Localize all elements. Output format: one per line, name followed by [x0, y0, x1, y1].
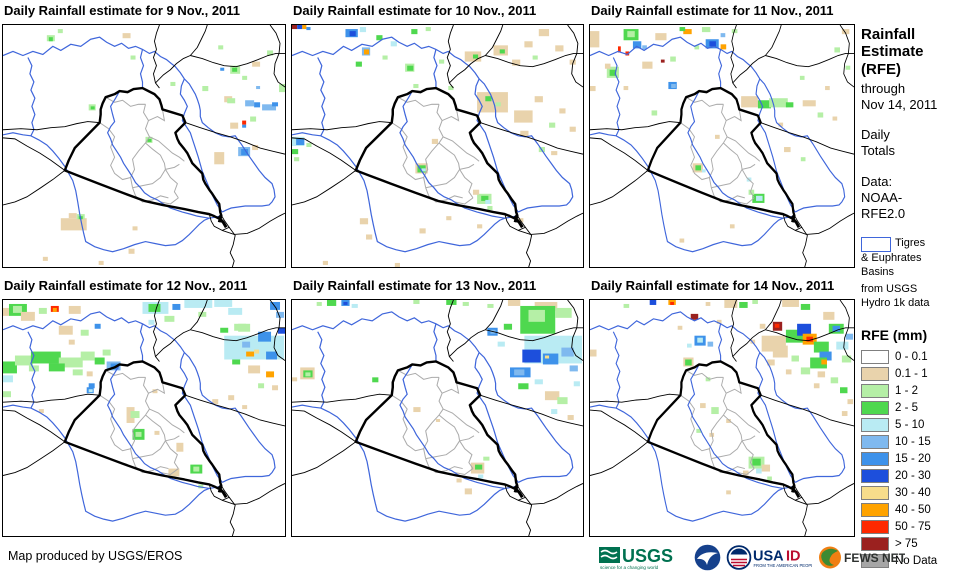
legend-row: > 75	[861, 536, 965, 553]
sidebar: Rainfall Estimate (RFE) through Nov 14, …	[861, 26, 965, 570]
map-canvas-2	[292, 25, 583, 267]
map-panel-3: Daily Rainfall estimate for 11 Nov., 201…	[589, 3, 855, 268]
usgs-logo-tagline: science for a changing world	[600, 565, 659, 570]
map-title: Daily Rainfall estimate for 10 Nov., 201…	[293, 3, 537, 18]
usaid-logo-text-usa: USA	[753, 548, 784, 564]
map-canvas-3	[590, 25, 854, 267]
sidebar-title: Rainfall Estimate (RFE)	[861, 26, 924, 78]
legend-swatch-icon	[861, 435, 889, 450]
map-canvas	[291, 299, 584, 537]
basin-source: from USGS Hydro 1k data	[861, 283, 930, 310]
legend-swatch-icon	[861, 537, 889, 552]
legend-label: 10 - 15	[895, 436, 931, 449]
basin-legend: Tigres & Euphrates Basins from USGS Hydr…	[861, 236, 965, 311]
legend-row: 0.1 - 1	[861, 366, 965, 383]
legend-row: 30 - 40	[861, 485, 965, 502]
map-credit: Map produced by USGS/EROS	[8, 549, 183, 563]
rfe-legend-title: RFE (mm)	[861, 326, 928, 343]
legend-swatch-icon	[861, 503, 889, 518]
legend-label: 2 - 5	[895, 402, 919, 415]
noaa-logo-icon	[694, 544, 721, 570]
footer-logos: USGS science for a changing world USA ID…	[599, 542, 905, 572]
rfe-legend: RFE (mm) 0 - 0.1 0.1 - 1 1 - 2 2 - 5 5 - 10 1…	[861, 327, 965, 570]
map-canvas	[2, 24, 286, 268]
legend-label: 20 - 30	[895, 470, 931, 483]
legend-label: 0.1 - 1	[895, 368, 928, 381]
basin-label-rest: & Euphrates Basins	[861, 251, 922, 278]
legend-swatch-icon	[861, 384, 889, 399]
legend-row: 50 - 75	[861, 519, 965, 536]
fewsnet-logo-text: FEWS NET	[844, 551, 905, 565]
fewsnet-logo-icon: FEWS NET	[819, 546, 905, 568]
map-title: Daily Rainfall estimate for 14 Nov., 201…	[591, 278, 835, 293]
legend-label: No Data	[895, 555, 938, 568]
basin-label: Tigres	[895, 237, 926, 250]
legend-label: 5 - 10	[895, 419, 925, 432]
legend-row: 1 - 2	[861, 383, 965, 400]
usaid-logo-tagline: FROM THE AMERICAN PEOPLE	[754, 563, 813, 568]
map-canvas	[2, 299, 286, 537]
map-canvas	[291, 24, 584, 268]
legend-swatch-icon	[861, 554, 889, 569]
map-canvas-4	[3, 300, 285, 536]
map-title: Daily Rainfall estimate for 9 Nov., 2011	[4, 3, 241, 18]
legend-label: 30 - 40	[895, 487, 931, 500]
legend-label: 1 - 2	[895, 385, 919, 398]
legend-swatch-icon	[861, 418, 889, 433]
map-canvas-1	[3, 25, 285, 267]
legend-label: 50 - 75	[895, 521, 931, 534]
usgs-logo-text: USGS	[622, 546, 673, 566]
legend-row: 20 - 30	[861, 468, 965, 485]
legend-swatch-icon	[861, 350, 889, 365]
map-canvas-6	[590, 300, 854, 536]
legend-label: 0 - 0.1	[895, 351, 928, 364]
legend-label: 40 - 50	[895, 504, 931, 517]
legend-label: > 75	[895, 538, 918, 551]
legend-swatch-icon	[861, 367, 889, 382]
usaid-logo-icon: USA ID FROM THE AMERICAN PEOPLE	[726, 544, 813, 570]
legend-row: 15 - 20	[861, 451, 965, 468]
legend-swatch-icon	[861, 469, 889, 484]
map-panel-2: Daily Rainfall estimate for 10 Nov., 201…	[291, 3, 584, 268]
legend-swatch-icon	[861, 486, 889, 501]
sidebar-through-date: through Nov 14, 2011	[861, 80, 938, 112]
basin-outline-swatch-icon	[861, 236, 891, 252]
legend-row: 10 - 15	[861, 434, 965, 451]
legend-swatch-icon	[861, 452, 889, 467]
legend-row: 2 - 5	[861, 400, 965, 417]
legend-row: No Data	[861, 553, 965, 570]
sidebar-daily-totals: Daily Totals	[861, 127, 895, 159]
usaid-logo-text-id: ID	[786, 548, 801, 564]
legend-label: 15 - 20	[895, 453, 931, 466]
map-panel-1: Daily Rainfall estimate for 9 Nov., 2011	[2, 3, 286, 268]
legend-row: 0 - 0.1	[861, 349, 965, 366]
map-panel-4: Daily Rainfall estimate for 12 Nov., 201…	[2, 278, 286, 537]
map-canvas	[589, 24, 855, 268]
map-canvas-5	[292, 300, 583, 536]
legend-swatch-icon	[861, 520, 889, 535]
legend-row: 40 - 50	[861, 502, 965, 519]
map-canvas	[589, 299, 855, 537]
map-title: Daily Rainfall estimate for 11 Nov., 201…	[591, 3, 834, 18]
usgs-logo-icon: USGS science for a changing world	[599, 546, 673, 570]
legend-row: 5 - 10	[861, 417, 965, 434]
sidebar-data-source: Data: NOAA- RFE2.0	[861, 174, 906, 221]
legend-swatch-icon	[861, 401, 889, 416]
map-panel-5: Daily Rainfall estimate for 13 Nov., 201…	[291, 278, 584, 537]
map-title: Daily Rainfall estimate for 12 Nov., 201…	[4, 278, 248, 293]
map-panel-6: Daily Rainfall estimate for 14 Nov., 201…	[589, 278, 855, 537]
map-title: Daily Rainfall estimate for 13 Nov., 201…	[293, 278, 537, 293]
